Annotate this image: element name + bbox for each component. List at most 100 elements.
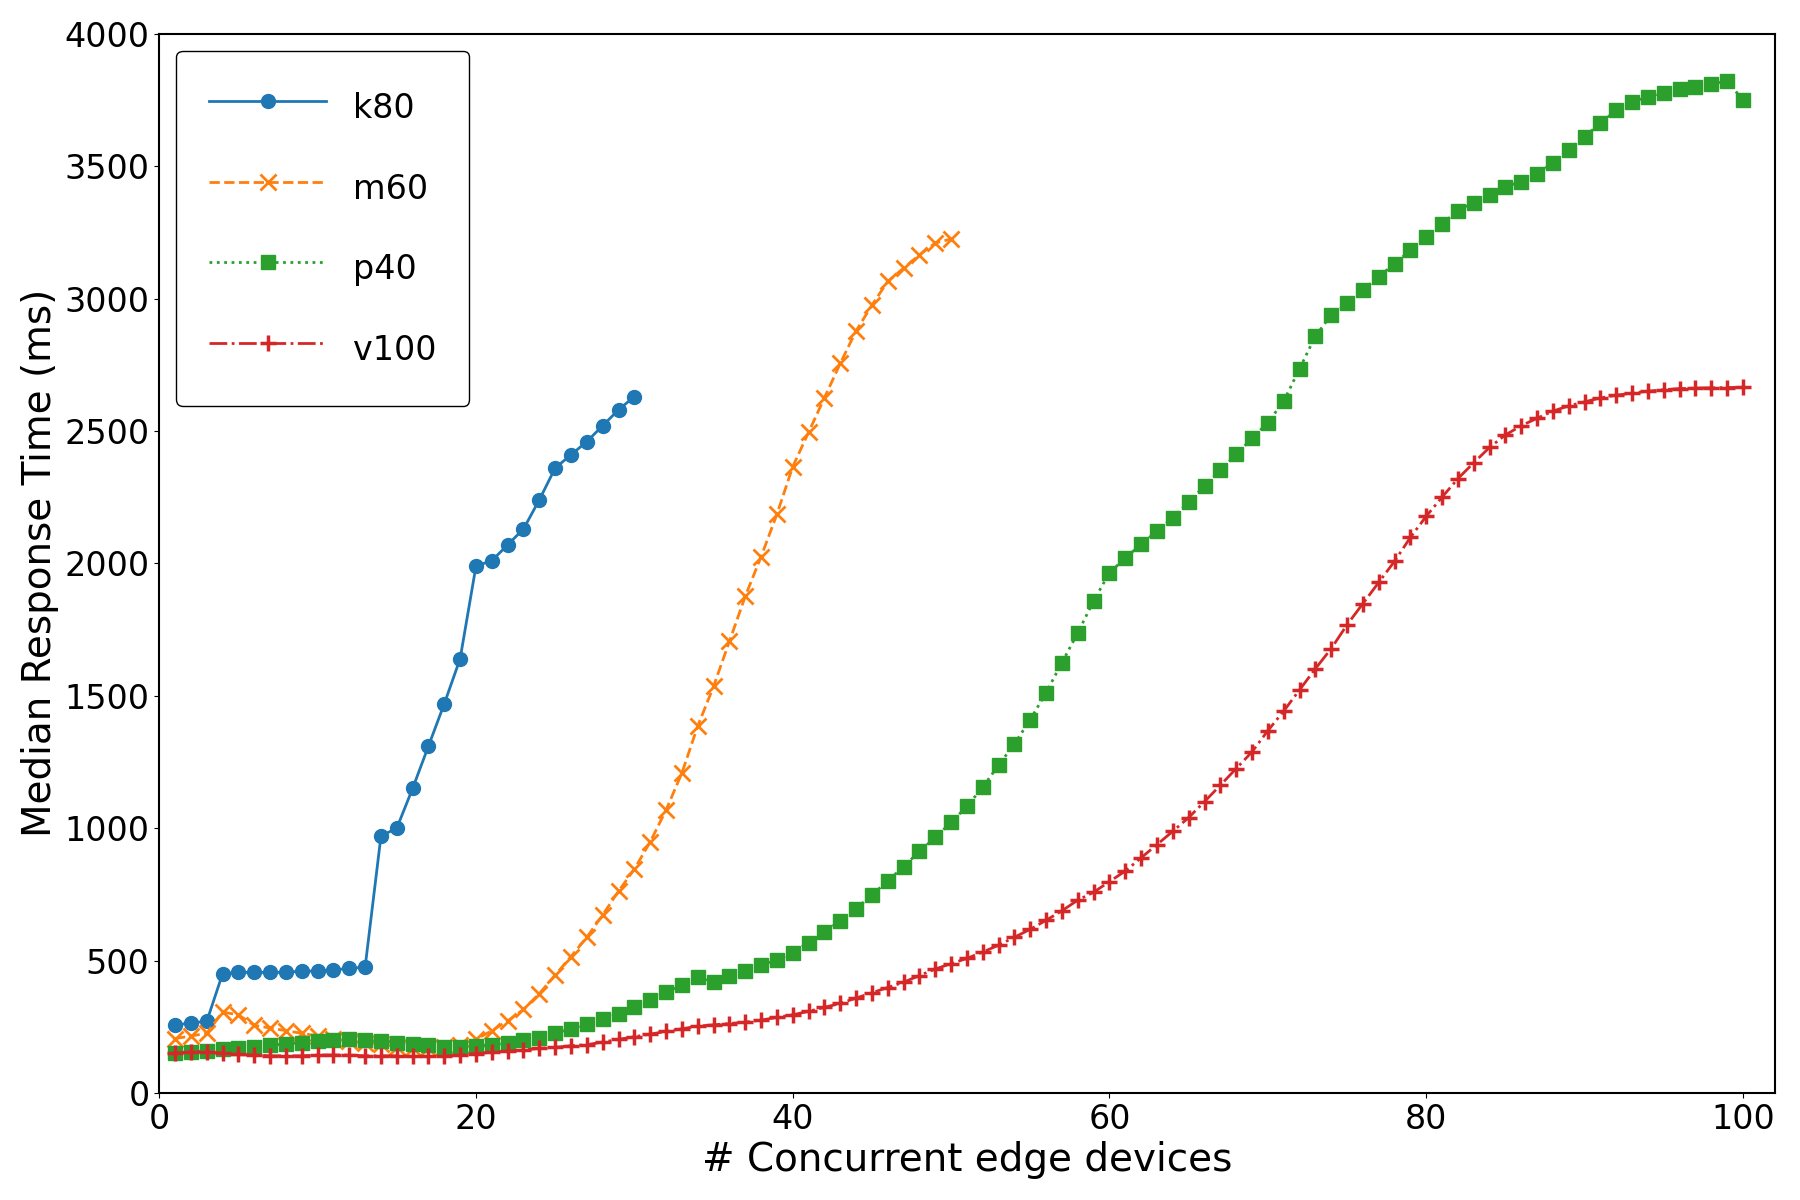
k80	[306, 964, 328, 978]
k80	[338, 961, 360, 976]
m60	[702, 679, 724, 694]
k80	[450, 652, 472, 666]
m60	[877, 274, 898, 288]
v100	[401, 1049, 423, 1063]
k80	[259, 965, 281, 979]
m60	[497, 1014, 518, 1028]
Line: k80: k80	[167, 390, 641, 1032]
k80	[164, 1018, 185, 1032]
Y-axis label: Median Response Time (ms): Median Response Time (ms)	[22, 289, 59, 838]
v100	[1114, 864, 1136, 878]
m60	[418, 1042, 439, 1056]
m60	[180, 1028, 202, 1043]
m60	[322, 1032, 344, 1046]
k80	[227, 965, 248, 979]
k80	[608, 402, 630, 416]
m60	[529, 986, 551, 1001]
k80	[513, 522, 535, 536]
k80	[401, 781, 423, 796]
m60	[781, 460, 803, 474]
m60	[830, 356, 851, 371]
v100	[1622, 386, 1643, 401]
m60	[940, 232, 961, 246]
k80	[275, 965, 297, 979]
m60	[243, 1018, 265, 1032]
m60	[434, 1040, 455, 1055]
m60	[734, 589, 756, 604]
m60	[751, 550, 772, 564]
v100	[481, 1045, 502, 1060]
m60	[860, 298, 882, 312]
k80	[529, 493, 551, 508]
k80	[623, 389, 644, 403]
m60	[259, 1021, 281, 1036]
p40	[1732, 92, 1753, 107]
m60	[544, 968, 565, 983]
k80	[418, 739, 439, 754]
p40	[1098, 565, 1120, 580]
m60	[212, 1004, 234, 1019]
k80	[434, 696, 455, 710]
m60	[639, 835, 661, 850]
p40	[529, 1031, 551, 1045]
m60	[814, 391, 835, 406]
k80	[196, 1014, 218, 1028]
m60	[227, 1008, 248, 1022]
Line: v100: v100	[167, 379, 1751, 1064]
m60	[893, 260, 914, 275]
m60	[513, 1002, 535, 1016]
Legend: k80, m60, p40, v100: k80, m60, p40, v100	[176, 50, 470, 406]
k80	[243, 965, 265, 979]
k80	[322, 962, 344, 977]
m60	[623, 862, 644, 876]
p40	[1652, 85, 1674, 100]
m60	[464, 1032, 486, 1046]
v100	[164, 1046, 185, 1061]
m60	[196, 1026, 218, 1040]
m60	[371, 1037, 392, 1051]
v100	[544, 1040, 565, 1055]
m60	[797, 425, 819, 439]
X-axis label: # Concurrent edge devices: # Concurrent edge devices	[702, 1141, 1233, 1180]
m60	[450, 1038, 472, 1052]
p40	[464, 1038, 486, 1052]
m60	[164, 1032, 185, 1046]
m60	[767, 508, 788, 522]
Line: p40: p40	[167, 74, 1750, 1060]
m60	[355, 1036, 376, 1050]
v100	[988, 938, 1010, 953]
m60	[671, 766, 693, 780]
v100	[1669, 382, 1690, 396]
m60	[655, 803, 677, 817]
Line: m60: m60	[167, 232, 959, 1056]
m60	[846, 324, 868, 338]
k80	[371, 829, 392, 844]
k80	[180, 1015, 202, 1030]
m60	[306, 1028, 328, 1043]
m60	[560, 949, 581, 964]
k80	[292, 964, 313, 978]
m60	[688, 719, 709, 733]
m60	[718, 635, 740, 649]
p40	[1717, 73, 1739, 88]
k80	[464, 559, 486, 574]
k80	[385, 821, 407, 835]
k80	[576, 434, 598, 449]
m60	[385, 1039, 407, 1054]
k80	[355, 960, 376, 974]
k80	[560, 448, 581, 462]
m60	[909, 247, 931, 262]
k80	[592, 419, 614, 433]
m60	[338, 1034, 360, 1049]
m60	[576, 930, 598, 944]
m60	[925, 235, 947, 250]
m60	[292, 1026, 313, 1040]
v100	[1732, 380, 1753, 395]
k80	[212, 966, 234, 980]
p40	[164, 1046, 185, 1061]
k80	[481, 553, 502, 568]
m60	[608, 884, 630, 899]
k80	[544, 461, 565, 475]
m60	[592, 907, 614, 922]
p40	[1606, 103, 1627, 118]
